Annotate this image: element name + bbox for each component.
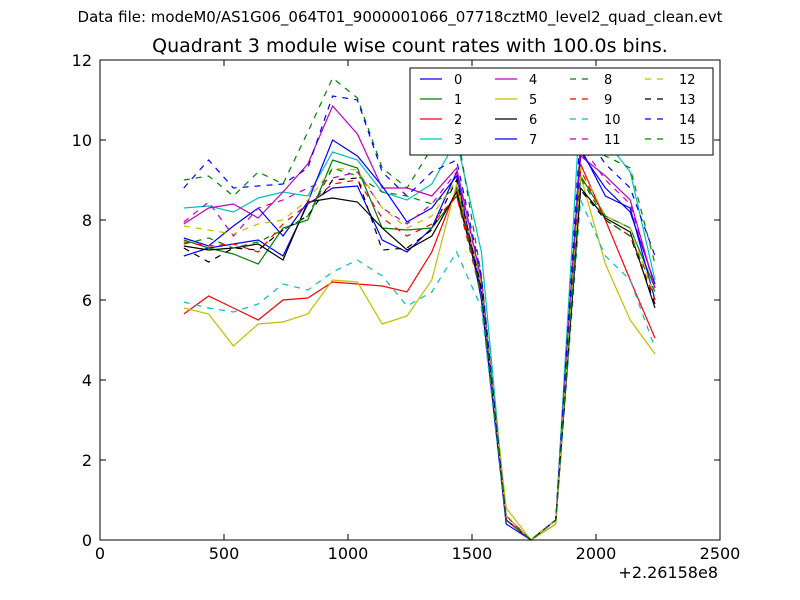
- y-tick-label: 2: [82, 451, 92, 470]
- series-9-line: [183, 167, 656, 541]
- series-2-line: [183, 163, 656, 541]
- x-axis-offset-label: +2.26158e8: [618, 563, 718, 582]
- series-1-line: [183, 159, 656, 541]
- x-tick-label: 2500: [700, 544, 741, 563]
- y-tick-label: 10: [72, 131, 92, 150]
- y-tick-label: 0: [82, 531, 92, 550]
- legend-label-14: 14: [679, 113, 696, 128]
- series-12-line: [183, 165, 656, 541]
- series-13-line: [183, 177, 656, 541]
- series-11-line: [183, 142, 656, 541]
- legend-label-11: 11: [604, 133, 621, 148]
- y-tick-label: 8: [82, 211, 92, 230]
- legend-box: [409, 67, 714, 156]
- legend-label-8: 8: [604, 73, 612, 88]
- legend-label-13: 13: [679, 93, 696, 108]
- legend-label-15: 15: [679, 133, 696, 148]
- x-tick-label: 1500: [452, 544, 493, 563]
- legend-label-6: 6: [529, 113, 537, 128]
- y-tick-label: 6: [82, 291, 92, 310]
- legend-label-12: 12: [679, 73, 696, 88]
- series-layer: [183, 77, 656, 541]
- series-3-line: [183, 98, 656, 541]
- legend-label-1: 1: [454, 93, 462, 108]
- x-tick-label: 2000: [576, 544, 617, 563]
- series-15-line: [183, 167, 656, 541]
- x-tick-label: 1000: [328, 544, 369, 563]
- data-file-title: Data file: modeM0/AS1G06_064T01_90000010…: [77, 8, 723, 26]
- legend-label-0: 0: [454, 73, 462, 88]
- y-tick-label: 4: [82, 371, 92, 390]
- x-tick-label: 500: [209, 544, 240, 563]
- legend-label-10: 10: [604, 113, 621, 128]
- legend-label-5: 5: [529, 93, 537, 108]
- chart-title: Quadrant 3 module wise count rates with …: [152, 35, 668, 57]
- x-tick-label: 0: [95, 544, 105, 563]
- y-tick-label: 12: [72, 51, 92, 70]
- legend-label-3: 3: [454, 133, 462, 148]
- legend-label-4: 4: [529, 73, 537, 88]
- legend-label-9: 9: [604, 93, 612, 108]
- legend-label-2: 2: [454, 113, 462, 128]
- legend-label-7: 7: [529, 133, 537, 148]
- series-7-line: [183, 139, 656, 541]
